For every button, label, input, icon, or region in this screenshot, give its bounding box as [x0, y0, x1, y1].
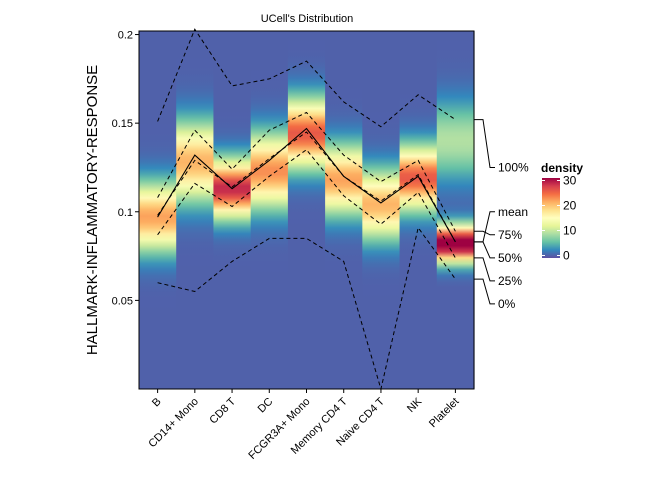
density-column [436, 31, 475, 389]
series-line [157, 127, 456, 243]
density-column [250, 31, 289, 389]
density-column [139, 31, 177, 389]
density-column [176, 31, 215, 389]
statistic-label: 25% [498, 274, 522, 288]
y-tick-label: 0.05 [112, 295, 133, 307]
y-axis: 0.05 0.1 0.15 0.2 [112, 30, 139, 307]
legend-tick-label: 0 [563, 249, 570, 263]
legend-tick-label: 30 [563, 174, 577, 188]
series-line [157, 131, 456, 243]
label-connector [474, 241, 495, 259]
chart-title: UCell's Distribution [261, 13, 354, 25]
label-connector [474, 230, 495, 236]
label-connector [474, 257, 495, 282]
density-column [213, 31, 252, 389]
x-tick-label: B [150, 396, 164, 410]
y-tick-label: 0.1 [118, 207, 133, 219]
density-columns [139, 31, 475, 389]
series-line [157, 149, 456, 259]
density-column [287, 31, 326, 389]
x-tick-label: CD8 T [207, 395, 238, 426]
statistic-label: 100% [498, 160, 529, 174]
density-column [325, 31, 363, 389]
statistic-label: 50% [498, 251, 522, 265]
y-tick-label: 0.15 [112, 118, 133, 130]
label-connector [474, 119, 495, 168]
statistic-labels: 100% mean 75% 50% 25% 0% [474, 119, 529, 311]
y-tick-label: 0.2 [118, 30, 133, 42]
density-column [399, 31, 438, 389]
label-connector [474, 278, 495, 305]
legend-colorbar [542, 178, 560, 258]
statistic-label: 75% [498, 228, 522, 242]
legend-tick-label: 10 [563, 224, 577, 238]
statistic-label: mean [498, 205, 528, 219]
legend-title: density [541, 161, 583, 175]
x-tick-label: DC [256, 396, 276, 416]
density-column [362, 31, 401, 389]
statistic-lines [157, 28, 456, 391]
density-legend: density 0 10 20 30 [541, 161, 583, 263]
y-axis-label: HALLMARK-INFLAMMATORY-RESPONSE [84, 65, 101, 355]
x-tick-label: Platelet [427, 396, 461, 430]
label-connector [474, 211, 495, 243]
legend-tick-label: 20 [563, 199, 577, 213]
statistic-label: 0% [498, 297, 516, 311]
x-tick-label: NK [405, 395, 425, 415]
series-line [157, 28, 456, 128]
series-line [157, 111, 456, 232]
